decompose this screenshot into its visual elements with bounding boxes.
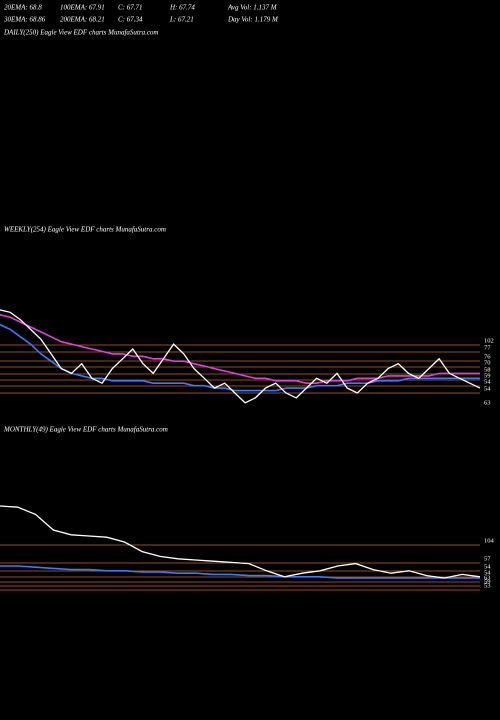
level-label: 54 <box>484 385 491 392</box>
level-label: 104 <box>484 537 495 544</box>
header-stat: H: 67.74 <box>169 4 195 12</box>
header-stat: C: 67.34 <box>118 16 143 24</box>
level-label: 102 <box>484 337 494 344</box>
level-label: 59 <box>484 578 491 585</box>
level-label: 54 <box>484 563 491 570</box>
series-line <box>0 505 481 579</box>
level-label: 53 <box>484 582 491 589</box>
header-stat: 20EMA: 68.8 <box>4 4 42 12</box>
level-label: 58 <box>484 366 491 373</box>
level-label: 54 <box>484 569 491 576</box>
header-stat: 200EMA: 68.21 <box>60 16 105 24</box>
level-label: 63 <box>484 574 491 581</box>
level-label: 70 <box>484 359 491 366</box>
header-stat: 100EMA: 67.91 <box>60 4 105 12</box>
daily-title: DAILY(250) Eagle View EDF charts MunafaS… <box>3 29 159 37</box>
header-stat: Day Vol: 1.179 M <box>227 16 279 24</box>
header-stat: L: 67.21 <box>169 16 194 24</box>
header-stat: 30EMA: 68.86 <box>3 16 46 24</box>
panel-title: WEEKLY(254) Eagle View EDF charts Munafa… <box>4 226 166 234</box>
level-label: 59 <box>484 372 491 379</box>
header-stat: C: 67.71 <box>118 4 143 12</box>
level-label: 54 <box>484 378 491 385</box>
series-line <box>0 323 480 392</box>
level-label: 76 <box>484 353 491 360</box>
header-stat: Avg Vol: 1.137 M <box>227 4 278 12</box>
series-line <box>0 565 480 579</box>
level-label: 63 <box>484 399 491 406</box>
panel-title: MONTHLY(49) Eagle View EDF charts Munafa… <box>3 426 168 434</box>
level-label: 77 <box>484 344 491 351</box>
series-line <box>0 309 481 404</box>
level-label: 57 <box>484 555 491 562</box>
series-line <box>0 314 480 384</box>
